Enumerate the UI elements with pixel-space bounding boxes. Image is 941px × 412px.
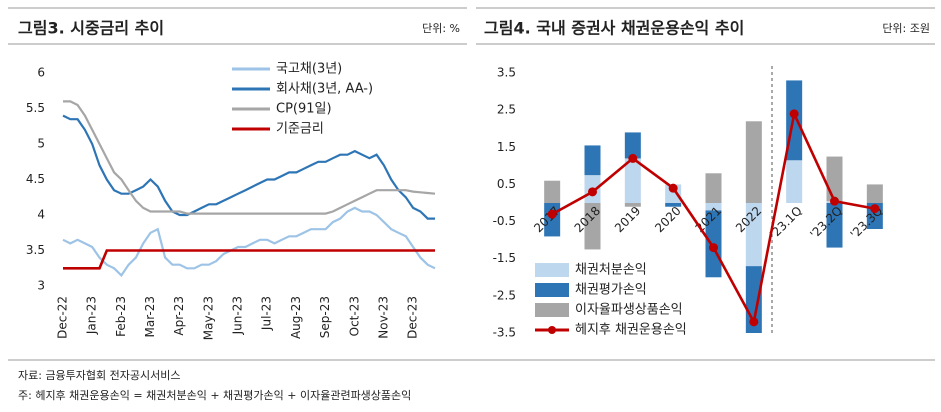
line-marker	[830, 196, 839, 206]
line-marker	[749, 317, 759, 327]
bar-segment	[786, 160, 803, 203]
line-marker	[628, 153, 638, 163]
bar-segment	[624, 158, 641, 203]
y-tick-label: 3	[37, 279, 45, 293]
legend-swatch	[535, 263, 569, 277]
bar-segment	[745, 121, 762, 203]
legend-label: 헤지후 채권운용손익	[575, 323, 687, 338]
y-tick-label: 0.5	[497, 177, 516, 191]
x-tick-label: Feb-23	[114, 296, 128, 337]
x-tick-label: Sep-23	[318, 296, 332, 338]
line-marker	[668, 183, 678, 193]
y-tick-label: 4	[37, 208, 45, 222]
x-tick-label: Apr-23	[172, 296, 186, 336]
x-tick-label: Jul-23	[260, 296, 274, 331]
line-marker	[709, 243, 718, 253]
bar-segment	[705, 203, 722, 211]
x-tick-label: Nov-23	[376, 296, 390, 339]
series-line	[62, 114, 435, 220]
legend-label: CP(91일)	[276, 102, 332, 117]
x-tick-label: May-23	[201, 296, 215, 340]
x-tick-label: Dec-22	[56, 296, 70, 339]
bar-segment	[705, 173, 722, 203]
bar-segment	[745, 203, 762, 267]
y-tick-label: -0.5	[493, 214, 516, 228]
note: 주: 헤지후 채권운용손익 = 채권처분손익 + 채권평가손익 + 이자율관련파…	[18, 389, 411, 402]
y-tick-label: 2.5	[497, 103, 516, 117]
y-tick-label: -2.5	[493, 288, 516, 302]
y-tick-label: -1.5	[493, 251, 516, 265]
legend-swatch	[535, 283, 569, 297]
line-marker	[588, 187, 597, 197]
bar-segment	[584, 203, 601, 250]
y-tick-label: -3.5	[493, 326, 516, 340]
series-line	[62, 206, 436, 278]
unit-label: 단위: 조원	[882, 22, 930, 35]
y-tick-label: 4.5	[26, 172, 45, 186]
y-tick-label: 1.5	[497, 140, 516, 154]
series-line	[63, 100, 436, 215]
x-tick-label: Mar-23	[143, 296, 157, 337]
x-tick-label: Oct-23	[347, 296, 361, 336]
line-marker	[789, 109, 799, 119]
chart-title: 그림4. 국내 증권사 채권운용손익 추이	[484, 19, 744, 38]
bar-segment	[826, 156, 843, 202]
legend-swatch	[535, 303, 569, 317]
x-tick-label: 2019	[612, 204, 643, 235]
y-tick-label: 3.5	[497, 66, 516, 80]
y-tick-label: 5.5	[26, 101, 45, 115]
unit-label: 단위: %	[422, 22, 460, 35]
bar-segment	[584, 145, 601, 176]
y-tick-label: 6	[37, 66, 45, 80]
x-tick-label: Jan-23	[85, 296, 99, 335]
x-tick-label: Dec-23	[406, 296, 420, 339]
bar-segment	[665, 203, 682, 207]
x-tick-label: Aug-23	[289, 296, 303, 339]
legend-label: 기준금리	[276, 122, 324, 137]
series-line	[63, 249, 435, 270]
legend-label: 이자율파생상품손익	[575, 303, 683, 318]
x-tick-label: Jun-23	[231, 296, 245, 335]
legend-label: 회사채(3년, AA-)	[276, 82, 373, 97]
source: 자료: 금융투자협회 전자공시서비스	[18, 369, 181, 382]
y-tick-label: 5	[37, 137, 45, 151]
bar-segment	[544, 180, 561, 203]
x-tick-label: 2020	[652, 204, 683, 235]
bar-segment	[866, 184, 883, 203]
chart-title: 그림3. 시중금리 추이	[18, 19, 164, 38]
line-marker	[547, 209, 557, 219]
y-tick-label: 3.5	[26, 243, 45, 257]
legend-label: 국고채(3년)	[276, 62, 342, 77]
legend-label: 채권처분손익	[575, 263, 647, 278]
legend-label: 채권평가손익	[575, 283, 647, 298]
line-marker	[870, 204, 880, 214]
legend-swatch	[548, 326, 556, 334]
bar-segment	[624, 132, 641, 159]
bar-segment	[826, 203, 843, 248]
bar-segment	[624, 203, 641, 207]
